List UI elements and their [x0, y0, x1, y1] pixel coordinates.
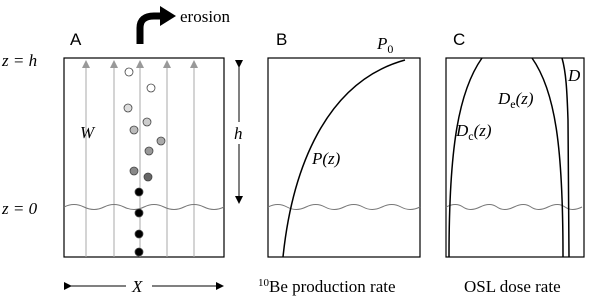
level-bottom: z = 0: [1, 199, 38, 218]
external-curve: [532, 58, 563, 257]
x-label: X: [131, 277, 143, 296]
external-label: De(z): [497, 89, 534, 111]
panel-letter: C: [453, 30, 465, 49]
caption: OSL dose rate: [464, 277, 561, 296]
cosmic-label: Dc(z): [455, 121, 492, 143]
panel-box: [268, 58, 420, 257]
width-label: W: [80, 123, 96, 142]
erosion-arrow: [140, 16, 162, 44]
height-label: h: [234, 124, 243, 143]
caption: 10Be production rate: [258, 277, 396, 296]
panel-letter: A: [70, 30, 82, 49]
level-top: z = h: [1, 51, 37, 70]
panel-letter: B: [276, 30, 287, 49]
panel-box: [64, 58, 224, 257]
production-curve: [283, 60, 405, 257]
erosion-label: erosion: [180, 7, 231, 26]
curve-label: P(z): [311, 149, 341, 168]
cosmic-curve: [449, 58, 482, 257]
diagram: erosion z = h z = 0 A W h X B P0 P(z) 10…: [0, 0, 598, 299]
surface-line: [64, 205, 224, 210]
flow-lines: [86, 64, 194, 257]
erosion-arrowhead: [160, 6, 176, 26]
grains: [124, 68, 165, 256]
total-label: D: [567, 66, 581, 85]
surface-label: P0: [376, 34, 393, 56]
